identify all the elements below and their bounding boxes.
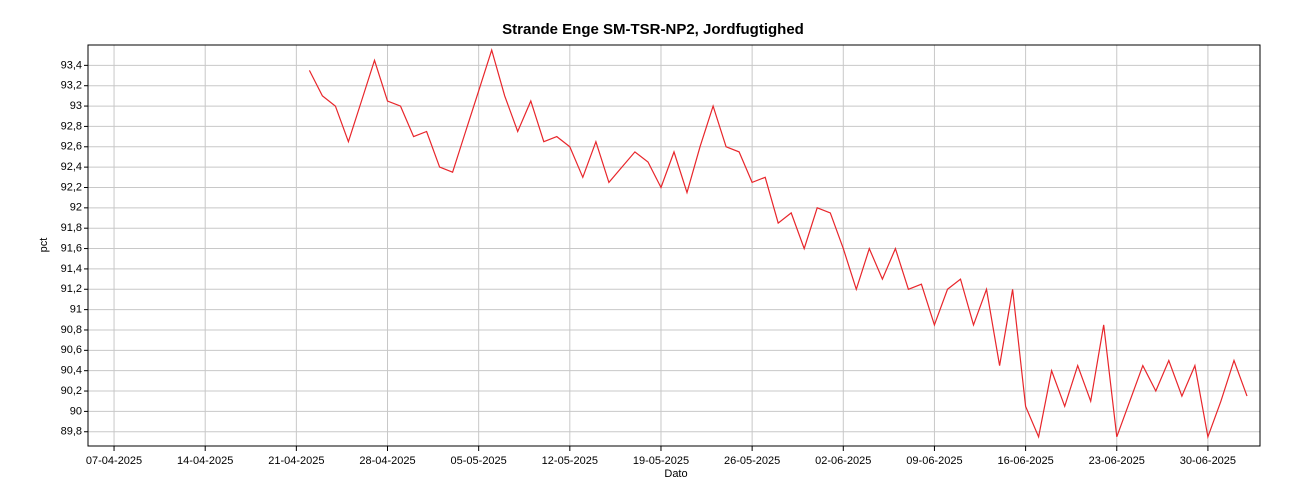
x-axis-label: Dato: [664, 468, 687, 480]
y-tick-label: 89,8: [61, 426, 82, 438]
y-tick-label: 90,2: [61, 385, 82, 397]
y-tick-label: 90: [70, 405, 82, 417]
x-tick-label: 02-06-2025: [815, 455, 871, 467]
x-tick-label: 23-06-2025: [1089, 455, 1145, 467]
x-tick-label: 09-06-2025: [906, 455, 962, 467]
y-tick-label: 92,2: [61, 181, 82, 193]
y-tick-label: 91: [70, 304, 82, 316]
data-line: [308, 48, 1248, 440]
y-tick-label: 92,8: [61, 120, 82, 132]
y-tick-label: 90,8: [61, 324, 82, 336]
plot-frame: [87, 44, 1261, 447]
y-axis-label: pct: [38, 238, 50, 253]
x-tick-label: 07-04-2025: [86, 455, 142, 467]
x-tick-label: 12-05-2025: [542, 455, 598, 467]
y-tick-label: 93: [70, 100, 82, 112]
y-tick-label: 92,6: [61, 141, 82, 153]
y-tick-label: 92,4: [61, 161, 82, 173]
y-tick-label: 91,4: [61, 263, 82, 275]
y-tick-label: 91,6: [61, 242, 82, 254]
x-tick-label: 21-04-2025: [268, 455, 324, 467]
chart-title: Strande Enge SM-TSR-NP2, Jordfugtighed: [502, 21, 804, 38]
x-tick-label: 30-06-2025: [1180, 455, 1236, 467]
x-tick-label: 16-06-2025: [997, 455, 1053, 467]
y-tick-label: 93,2: [61, 80, 82, 92]
x-tick-label: 28-04-2025: [359, 455, 415, 467]
x-tick-label: 19-05-2025: [633, 455, 689, 467]
y-tick-label: 90,4: [61, 365, 82, 377]
y-tick-label: 91,8: [61, 222, 82, 234]
y-tick-label: 92: [70, 202, 82, 214]
x-tick-label: 05-05-2025: [451, 455, 507, 467]
x-tick-label: 14-04-2025: [177, 455, 233, 467]
y-tick-label: 90,6: [61, 344, 82, 356]
y-tick-label: 93,4: [61, 59, 82, 71]
y-tick-label: 91,2: [61, 283, 82, 295]
x-tick-label: 26-05-2025: [724, 455, 780, 467]
